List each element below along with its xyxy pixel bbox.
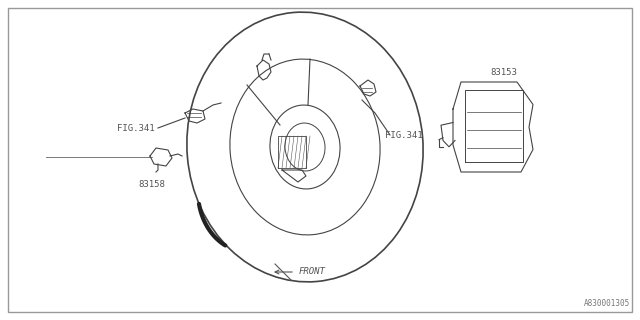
Text: A830001305: A830001305 (584, 299, 630, 308)
Text: 83158: 83158 (139, 180, 165, 189)
Text: FIG.341: FIG.341 (385, 131, 422, 140)
Text: FIG.341: FIG.341 (117, 124, 155, 132)
Text: 83153: 83153 (490, 68, 517, 76)
Text: FRONT: FRONT (299, 268, 326, 276)
